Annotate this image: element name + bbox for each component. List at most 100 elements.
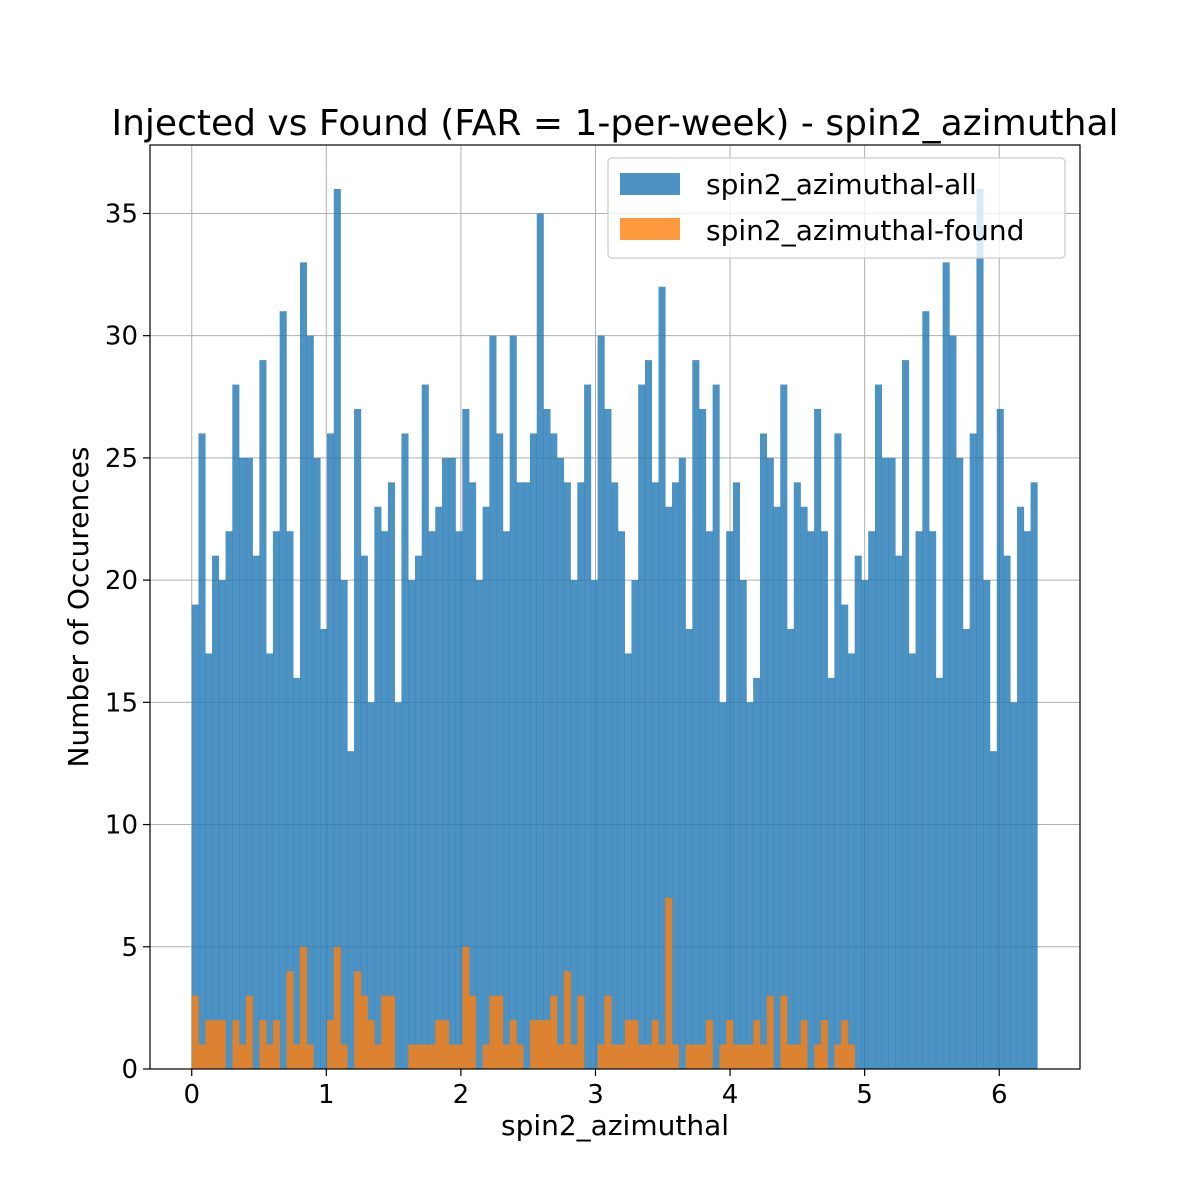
y-axis-label: Number of Occurences bbox=[62, 447, 95, 768]
histogram-bar bbox=[854, 555, 862, 1069]
histogram-bar bbox=[597, 335, 605, 1070]
histogram-bar bbox=[685, 1044, 693, 1069]
histogram-bar bbox=[563, 971, 571, 1069]
histogram-bar bbox=[232, 1020, 240, 1069]
histogram-bar bbox=[245, 995, 253, 1069]
histogram-bar bbox=[577, 482, 585, 1069]
histogram-bar bbox=[543, 1020, 551, 1069]
histogram-bar bbox=[658, 1044, 666, 1069]
histogram-bar bbox=[1017, 506, 1025, 1069]
histogram-bar bbox=[523, 482, 531, 1069]
histogram-bar bbox=[272, 531, 280, 1069]
histogram-bar bbox=[814, 409, 822, 1069]
histogram-bar bbox=[414, 1044, 423, 1069]
histogram-bar bbox=[651, 1020, 659, 1069]
y-tick-label: 15 bbox=[105, 688, 138, 718]
histogram-bar bbox=[759, 1044, 768, 1069]
histogram-bar bbox=[996, 409, 1004, 1069]
histogram-bar bbox=[604, 995, 612, 1069]
histogram-bar bbox=[408, 580, 416, 1069]
series-found bbox=[191, 897, 855, 1069]
histogram-bar bbox=[475, 580, 483, 1069]
histogram-bar bbox=[340, 1044, 348, 1069]
histogram-bar bbox=[191, 995, 199, 1069]
histogram-bar bbox=[354, 971, 362, 1069]
x-tick-label: 6 bbox=[991, 1080, 1008, 1110]
histogram-bar bbox=[360, 555, 368, 1069]
histogram-bar bbox=[820, 531, 828, 1069]
histogram-bar bbox=[895, 555, 903, 1069]
histogram-bar bbox=[367, 1020, 375, 1069]
y-tick-label: 35 bbox=[105, 199, 138, 229]
histogram-bar bbox=[847, 653, 855, 1069]
histogram-bar bbox=[462, 409, 470, 1069]
histogram-bar bbox=[442, 457, 450, 1069]
histogram-bar bbox=[956, 457, 964, 1069]
histogram-bar bbox=[841, 1020, 849, 1069]
series-all bbox=[191, 189, 1038, 1070]
histogram-bar bbox=[327, 433, 335, 1069]
histogram-bar bbox=[306, 335, 314, 1070]
y-tick-label: 0 bbox=[121, 1055, 138, 1085]
histogram-bar bbox=[604, 409, 612, 1069]
histogram-bar bbox=[624, 1020, 632, 1069]
histogram-bar bbox=[868, 531, 876, 1069]
histogram-bar bbox=[489, 335, 497, 1070]
histogram-bar bbox=[780, 995, 788, 1069]
histogram-bar bbox=[550, 995, 558, 1069]
histogram-bar bbox=[381, 531, 389, 1069]
bars bbox=[191, 189, 1038, 1070]
histogram-bar bbox=[313, 457, 321, 1069]
histogram-bar bbox=[705, 1020, 713, 1069]
histogram-bar bbox=[685, 629, 693, 1069]
histogram-bar bbox=[766, 457, 774, 1069]
histogram-bar bbox=[644, 1044, 653, 1069]
histogram-bar bbox=[597, 1044, 605, 1069]
histogram-bar bbox=[1010, 702, 1018, 1069]
plot-frame bbox=[149, 144, 1081, 1070]
histogram-bar bbox=[401, 433, 409, 1069]
histogram-bar bbox=[935, 677, 943, 1069]
histogram-bar bbox=[658, 286, 666, 1069]
histogram-bar bbox=[617, 531, 625, 1069]
x-tick-label: 4 bbox=[722, 1080, 739, 1110]
histogram-bar bbox=[421, 384, 429, 1069]
x-tick-label: 1 bbox=[318, 1080, 335, 1110]
histogram-bar bbox=[577, 995, 585, 1069]
histogram-bar bbox=[272, 1020, 280, 1069]
histogram-bar bbox=[570, 1044, 578, 1069]
histogram-bar bbox=[1030, 482, 1038, 1069]
histogram-bar bbox=[333, 189, 341, 1069]
histogram-bar bbox=[949, 335, 957, 1070]
histogram-bar bbox=[482, 506, 490, 1069]
histogram-bar bbox=[1023, 531, 1031, 1069]
histogram-bar bbox=[584, 384, 592, 1069]
histogram-bar bbox=[874, 384, 883, 1069]
histogram-bar bbox=[502, 531, 510, 1069]
histogram-bar bbox=[1003, 555, 1011, 1069]
histogram-bar bbox=[739, 580, 747, 1069]
histogram-bar bbox=[259, 360, 267, 1070]
histogram-bar bbox=[232, 384, 240, 1069]
histogram-bar bbox=[827, 677, 835, 1069]
histogram-bar bbox=[448, 1044, 456, 1069]
histogram-bar bbox=[611, 482, 619, 1069]
histogram-bar bbox=[550, 433, 558, 1069]
histogram-bar bbox=[787, 1044, 795, 1069]
histogram-bar bbox=[374, 506, 382, 1069]
histogram-bar bbox=[333, 946, 341, 1069]
chart-title: Injected vs Found (FAR = 1-per-week) - s… bbox=[111, 103, 1118, 144]
histogram-bar bbox=[455, 1044, 463, 1069]
histogram-bar bbox=[888, 457, 896, 1069]
histogram-bar bbox=[320, 629, 328, 1069]
histogram-bar bbox=[286, 971, 294, 1069]
axis-ticks: 0 1 2 3 4 5 6 0 5 10 15 20 25 30 35 bbox=[105, 199, 1008, 1110]
histogram-bar bbox=[293, 1044, 301, 1069]
histogram-bar bbox=[435, 506, 443, 1069]
histogram-bar bbox=[306, 1044, 314, 1069]
histogram-bar bbox=[543, 409, 551, 1069]
histogram-bar bbox=[536, 213, 544, 1069]
histogram-bar bbox=[387, 995, 395, 1069]
histogram-bar bbox=[719, 1044, 727, 1069]
